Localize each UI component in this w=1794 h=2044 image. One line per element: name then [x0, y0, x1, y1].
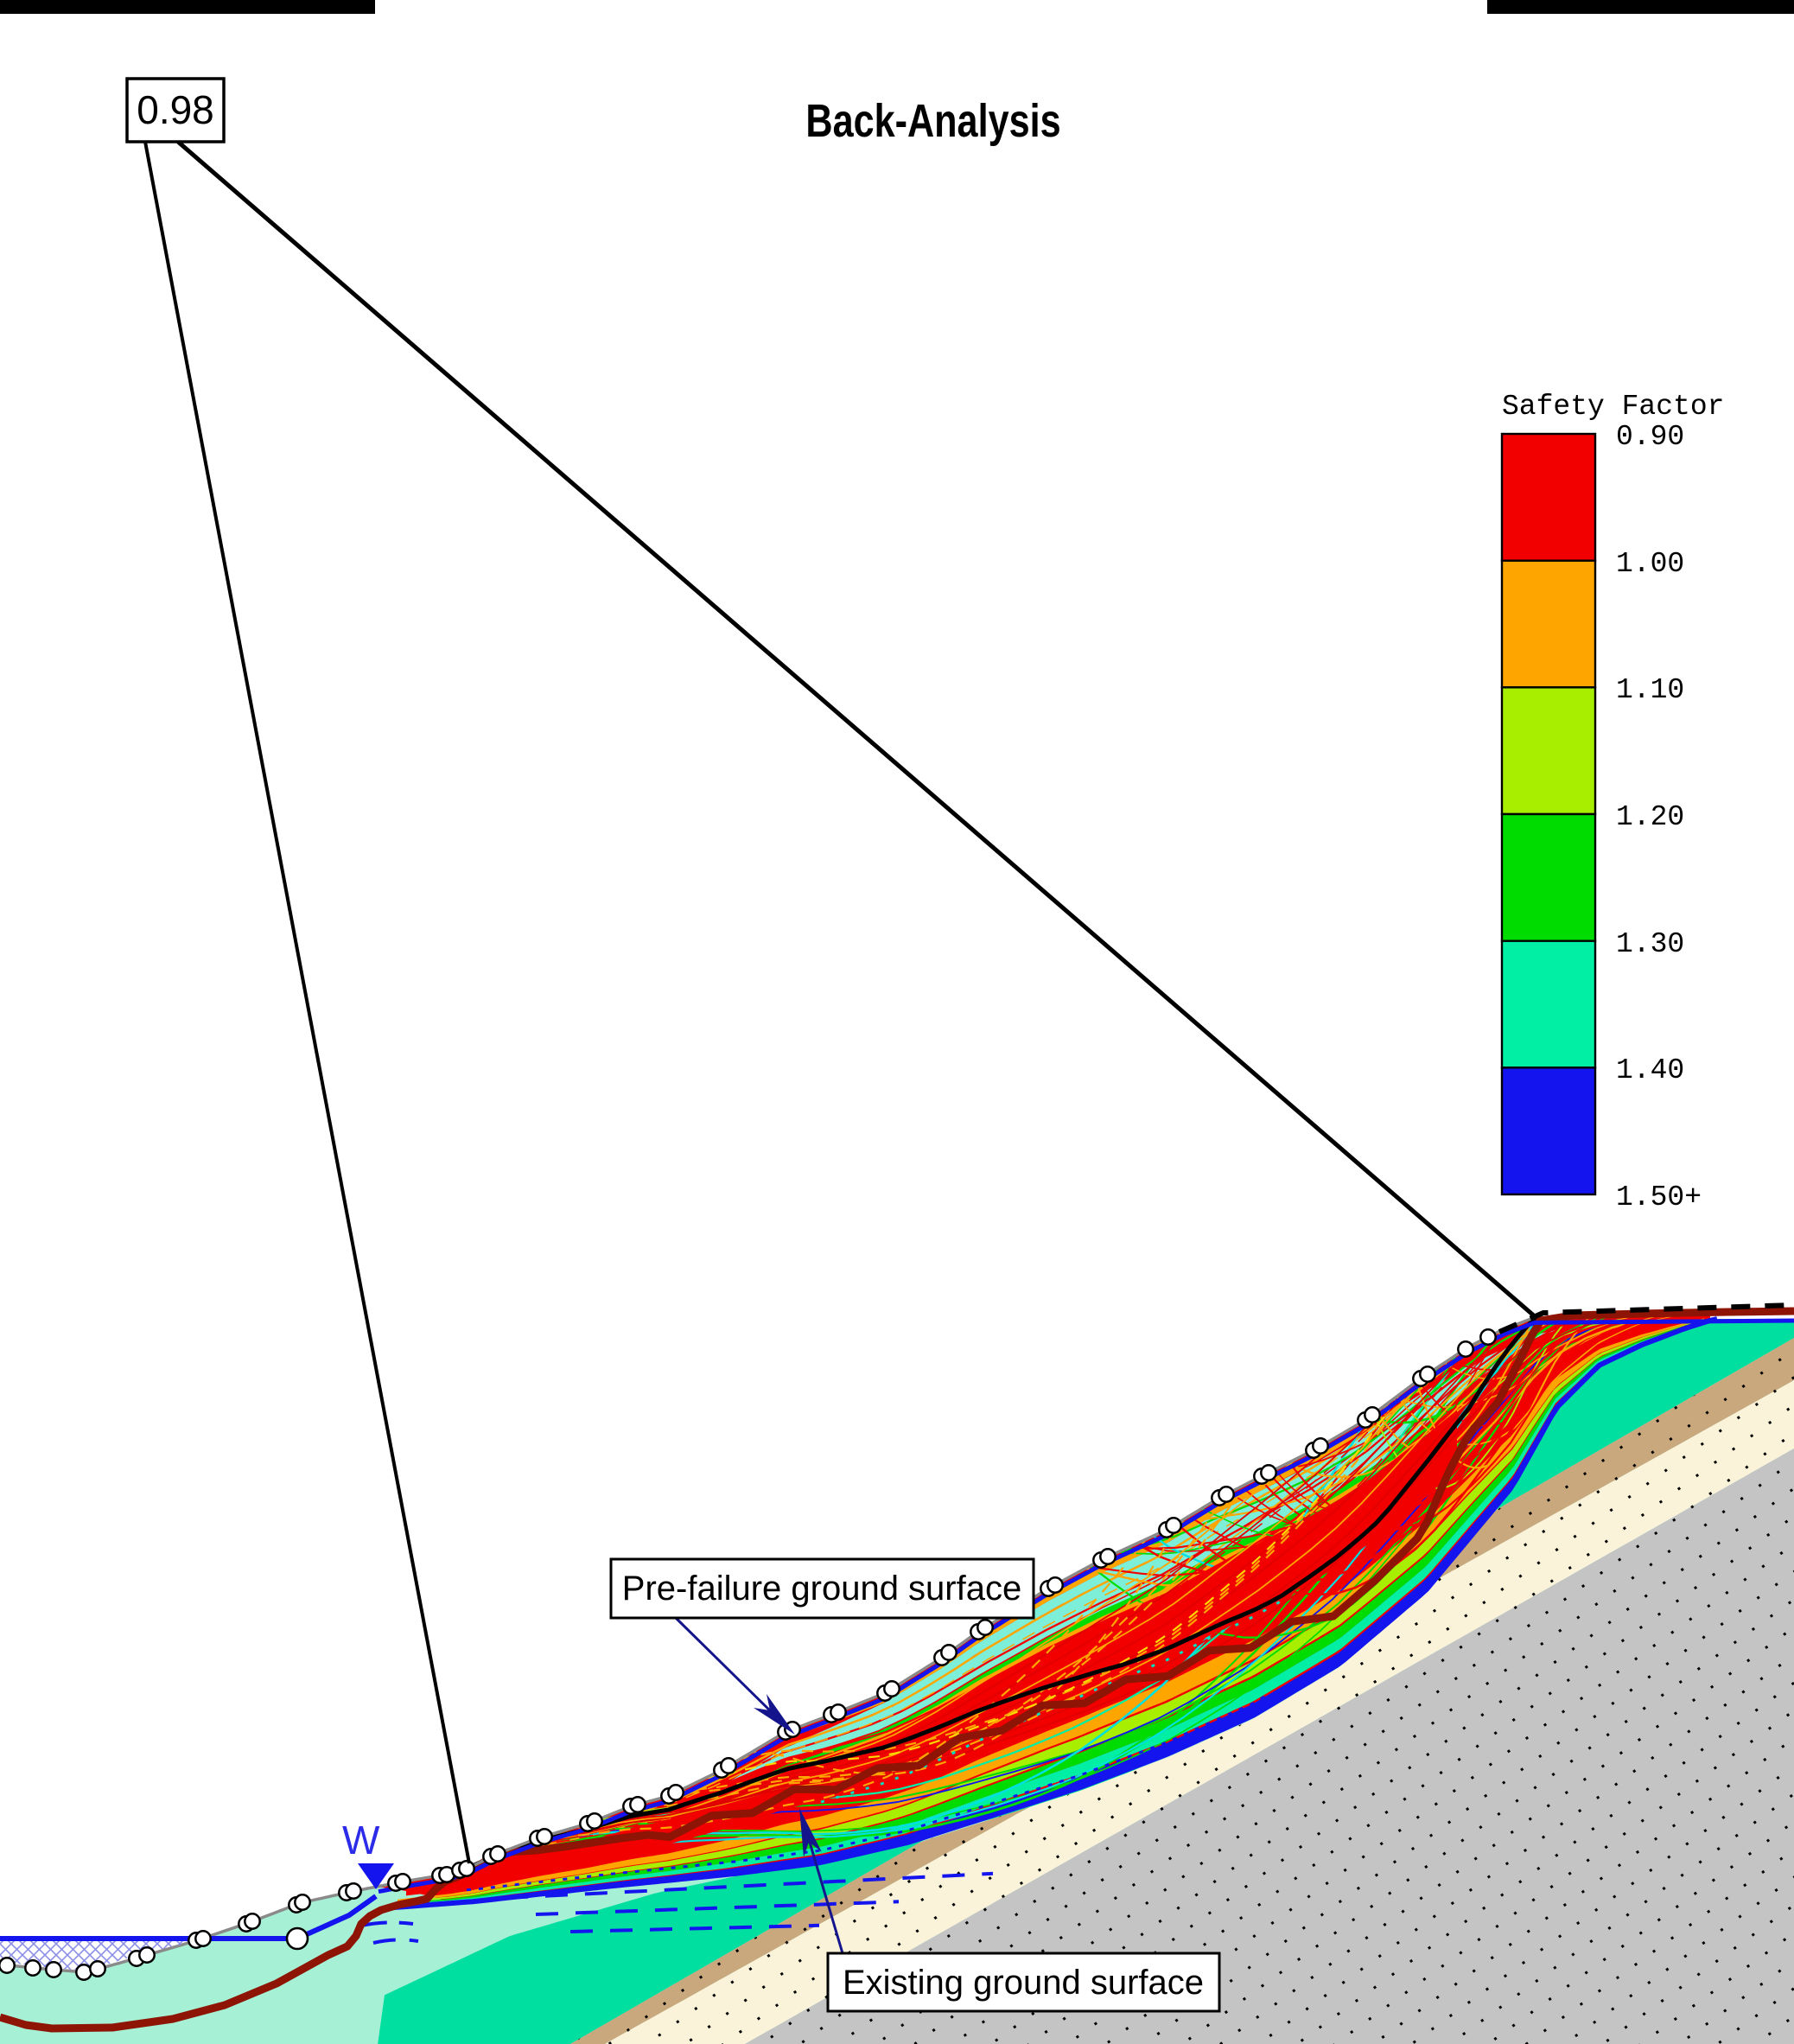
svg-text:1.20: 1.20: [1616, 801, 1684, 833]
svg-text:Back-Analysis: Back-Analysis: [805, 96, 1060, 148]
svg-text:0.98: 0.98: [137, 87, 214, 132]
svg-text:1.30: 1.30: [1616, 928, 1684, 960]
svg-text:1.10: 1.10: [1616, 674, 1684, 706]
svg-text:W: W: [342, 1818, 380, 1863]
svg-text:0.90: 0.90: [1616, 421, 1684, 453]
svg-text:1.40: 1.40: [1616, 1054, 1684, 1086]
svg-text:Existing ground surface: Existing ground surface: [843, 1964, 1204, 2002]
svg-text:Safety Factor: Safety Factor: [1502, 391, 1724, 423]
svg-text:Pre-failure ground surface: Pre-failure ground surface: [622, 1570, 1021, 1608]
svg-text:1.00: 1.00: [1616, 548, 1684, 580]
svg-text:1.50+: 1.50+: [1616, 1181, 1702, 1213]
